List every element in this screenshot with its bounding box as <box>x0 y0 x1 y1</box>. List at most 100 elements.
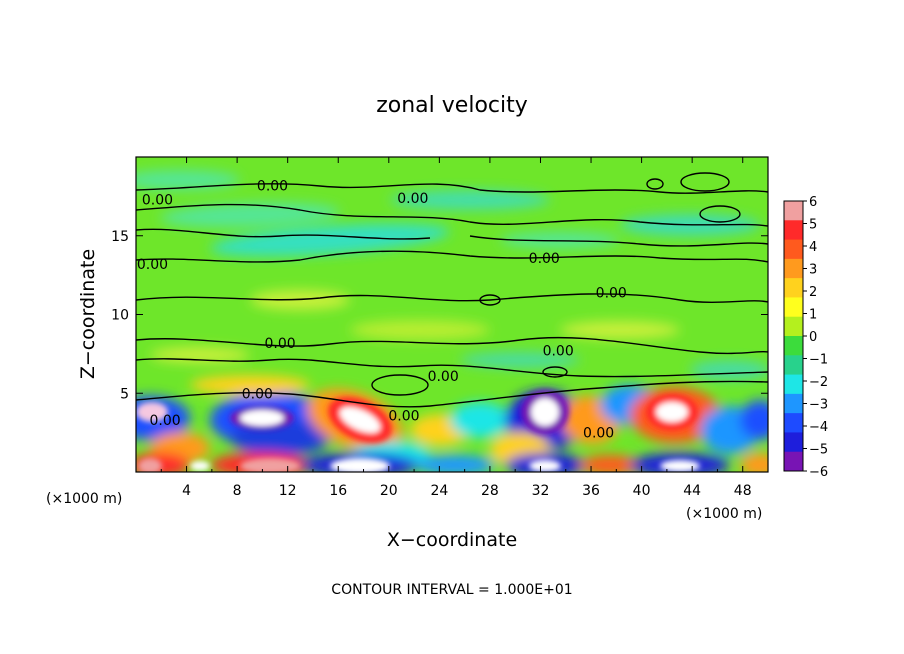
colorbar-segment <box>784 413 803 433</box>
colorbar-tick-label: −1 <box>809 353 828 368</box>
x-tick-label: 28 <box>481 483 499 499</box>
field-blob <box>460 352 580 368</box>
contour-label: 0.00 <box>529 251 560 267</box>
x-unit-label: (×1000 m) <box>686 506 762 522</box>
x-tick-label: 36 <box>582 483 600 499</box>
field-blob <box>580 455 640 472</box>
heatmap-field: 0.00 0.00 0.00 0.00 0.00 0.00 0.00 0.00 0.00 0.00… <box>136 157 768 472</box>
field-blob <box>529 460 561 472</box>
x-tick-label: 44 <box>683 483 701 499</box>
x-tick-label: 8 <box>233 483 242 499</box>
x-tick-label: 48 <box>734 483 752 499</box>
contour-label: 0.00 <box>596 285 627 301</box>
contour-line <box>136 293 768 304</box>
contour-label: 0.00 <box>388 408 419 424</box>
colorbar-segment <box>784 393 803 414</box>
y-unit-label: (×1000 m) <box>46 491 122 507</box>
contour-line <box>136 228 431 240</box>
colorbar-tick-label: 4 <box>809 240 817 255</box>
colorbar-segment <box>784 336 803 356</box>
field-blob <box>136 402 168 422</box>
contour-interval-note: CONTOUR INTERVAL = 1.000E+01 <box>331 582 572 598</box>
field-blob <box>250 290 350 310</box>
contour-loop <box>646 178 664 190</box>
contour-label: 0.00 <box>242 386 273 402</box>
contour-label: 0.00 <box>543 344 574 360</box>
chart-title: zonal velocity <box>376 93 528 118</box>
field-blob <box>210 223 450 257</box>
field-blob <box>240 458 300 472</box>
y-tick-label: 5 <box>120 386 129 402</box>
colorbar-segment <box>784 432 803 453</box>
field-blob <box>390 190 550 210</box>
colorbar-tick-label: 3 <box>809 263 817 278</box>
colorbar-segment <box>784 278 803 298</box>
contour-line <box>136 250 768 263</box>
contour-label: 0.00 <box>428 369 459 385</box>
field-blob <box>660 460 700 472</box>
contour-line <box>136 203 768 227</box>
contour-loop <box>699 205 741 223</box>
x-tick-label: 20 <box>380 483 398 499</box>
contour-loop <box>479 294 501 306</box>
colorbar-segment <box>784 451 803 472</box>
x-tick-label: 12 <box>279 483 297 499</box>
colorbar-segment <box>784 355 803 376</box>
contour-label: 0.00 <box>149 413 180 429</box>
field-blob <box>656 402 688 422</box>
field-blob <box>138 458 162 472</box>
field-blob <box>330 458 390 472</box>
contour-line <box>136 358 768 378</box>
colorbar-tick-label: −4 <box>809 420 828 435</box>
contour-line <box>136 183 768 194</box>
y-tick-label: 15 <box>111 229 129 245</box>
colorbar-segment <box>784 258 803 279</box>
field-blob <box>500 232 620 248</box>
field-blob <box>560 321 680 339</box>
field-blob <box>190 375 310 395</box>
colorbar-tick-label: 6 <box>809 195 817 210</box>
x-tick-label: 40 <box>633 483 651 499</box>
colorbar-tick-label: 2 <box>809 285 817 300</box>
colorbar-segment <box>784 201 803 221</box>
field-blob <box>450 402 510 438</box>
colorbar-tick-label: −5 <box>809 443 828 458</box>
x-tick-label: 24 <box>430 483 448 499</box>
colorbar-tick-label: −6 <box>809 465 828 480</box>
contour-label: 0.00 <box>142 193 173 209</box>
colorbar-tick-label: 5 <box>809 218 817 233</box>
field-blob <box>240 410 284 426</box>
field-blob <box>415 455 495 472</box>
contour-loop <box>371 374 429 396</box>
field-blob <box>690 360 768 380</box>
x-tick-label: 4 <box>182 483 191 499</box>
contour-label: 0.00 <box>137 257 168 273</box>
field-blob <box>531 398 559 426</box>
contour-label: 0.00 <box>397 191 428 207</box>
field-blob <box>136 170 240 190</box>
contour-line <box>136 336 768 355</box>
contour-loop <box>680 172 730 192</box>
field-blob <box>339 407 381 433</box>
colorbar-segment <box>784 220 803 241</box>
contour-line <box>136 380 768 408</box>
contour-label: 0.00 <box>265 336 296 352</box>
x-axis-label: X−coordinate <box>387 529 517 551</box>
contour-line <box>469 235 768 247</box>
field-blob <box>740 400 768 440</box>
colorbar-tick-label: −3 <box>809 398 828 413</box>
contour-loop <box>542 366 568 378</box>
colorbar-segment <box>784 316 803 337</box>
colorbar-segment <box>784 374 803 395</box>
y-tick-label: 10 <box>111 308 129 324</box>
colorbar-segment <box>784 297 803 318</box>
colorbar-tick-label: −2 <box>809 375 828 390</box>
y-axis-label: Z−coordinate <box>77 249 99 379</box>
field-blob <box>190 461 210 471</box>
x-tick-label: 32 <box>532 483 550 499</box>
field-blob <box>350 320 490 340</box>
x-tick-label: 16 <box>329 483 347 499</box>
field-blob <box>740 453 768 472</box>
colorbar-tick-label: 0 <box>809 330 817 345</box>
